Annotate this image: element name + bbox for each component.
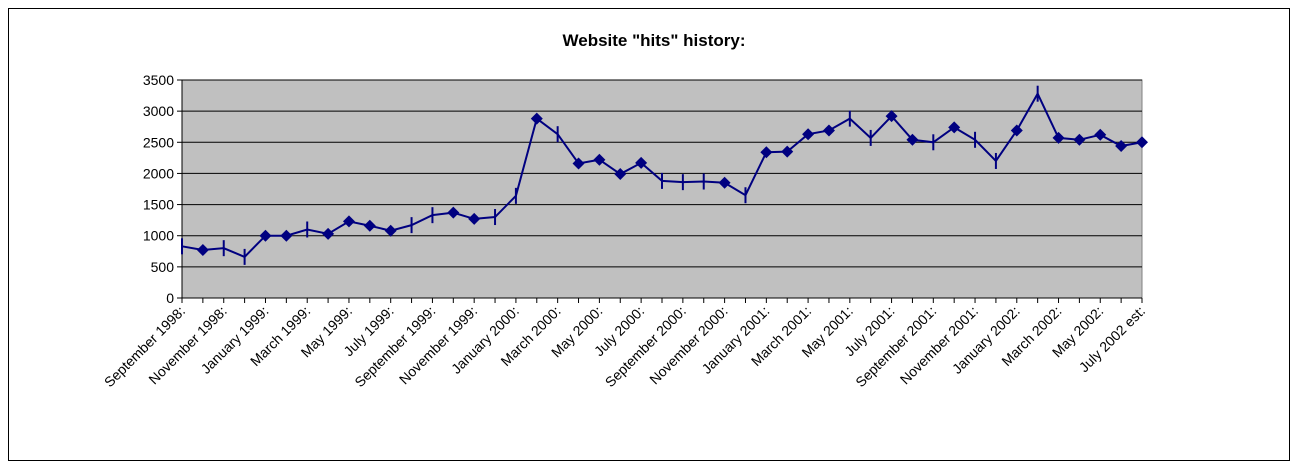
marker xyxy=(593,153,606,166)
marker xyxy=(1115,140,1128,153)
marker xyxy=(322,227,335,240)
marker xyxy=(196,244,209,257)
y-tick-label: 0 xyxy=(166,290,174,306)
y-tick-label: 1500 xyxy=(143,197,174,213)
y-tick-label: 3500 xyxy=(143,72,174,88)
marker xyxy=(342,215,355,228)
chart-title: Website "hits" history: xyxy=(563,31,746,50)
marker xyxy=(614,168,627,181)
marker xyxy=(760,146,773,159)
marker xyxy=(1136,136,1148,149)
y-tick-label: 3000 xyxy=(143,103,174,119)
marker xyxy=(363,219,376,232)
marker xyxy=(885,110,898,123)
y-tick-label: 1000 xyxy=(143,228,174,244)
marker xyxy=(781,145,794,158)
y-tick-label: 2500 xyxy=(143,134,174,150)
marker xyxy=(572,157,585,170)
marker xyxy=(468,212,481,225)
marker xyxy=(802,128,815,141)
marker xyxy=(1094,128,1107,141)
marker xyxy=(718,176,731,189)
marker xyxy=(530,112,543,125)
marker xyxy=(280,229,293,242)
y-tick-label: 500 xyxy=(151,259,175,275)
marker xyxy=(635,156,648,169)
marker xyxy=(1073,133,1086,146)
marker xyxy=(948,121,961,134)
marker xyxy=(447,206,460,219)
marker xyxy=(1052,131,1065,144)
marker xyxy=(822,124,835,137)
plot-area xyxy=(181,79,1143,299)
marker xyxy=(259,229,272,242)
marker xyxy=(384,224,397,237)
marker xyxy=(906,133,919,146)
y-tick-label: 2000 xyxy=(143,165,174,181)
marker xyxy=(1010,124,1023,137)
